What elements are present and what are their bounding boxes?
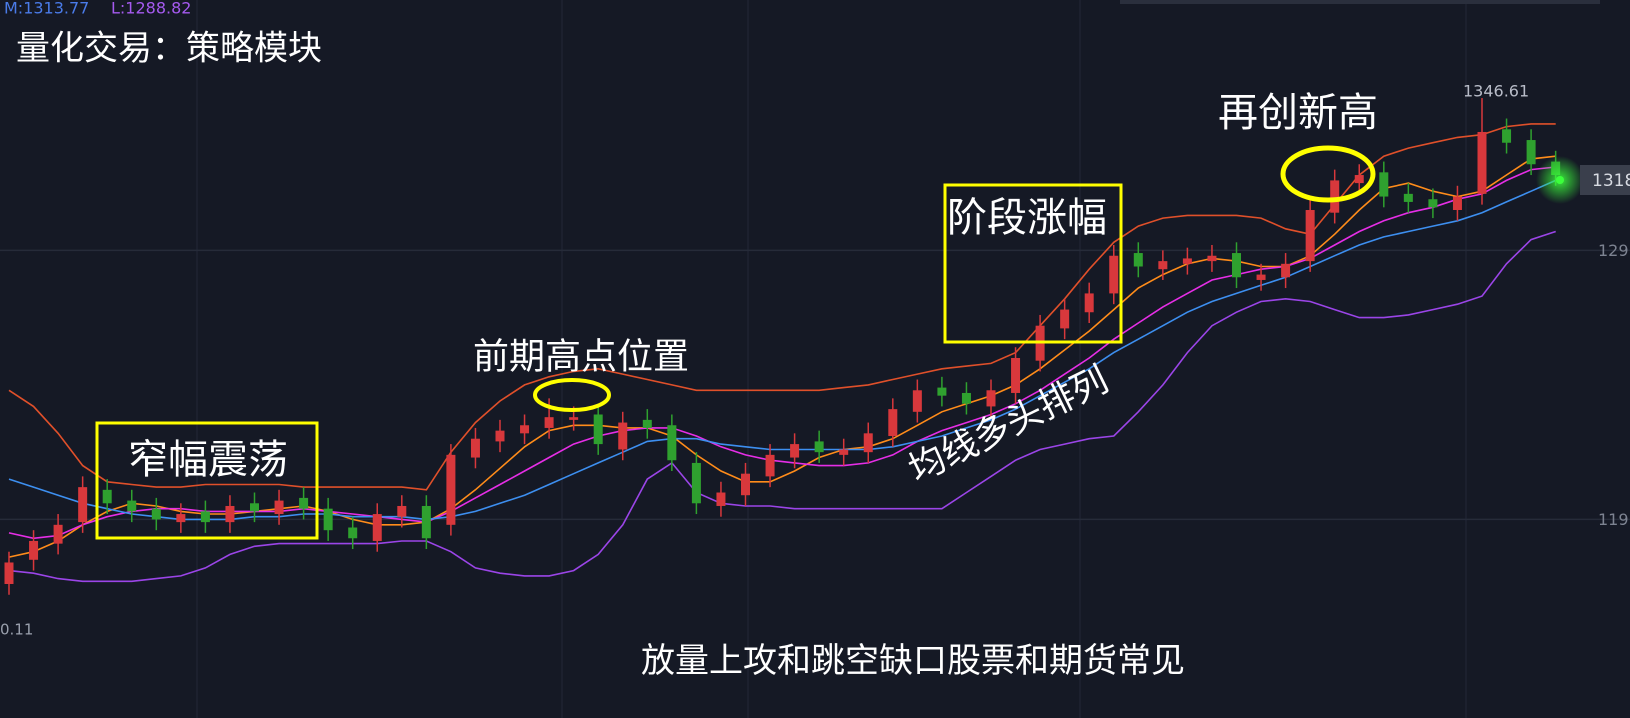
candle-body <box>495 430 505 442</box>
annotation: 前期高点位置 <box>473 336 689 376</box>
candle-body <box>1133 253 1143 267</box>
candle-body <box>593 414 603 445</box>
candle-body <box>1182 258 1192 264</box>
candle-body <box>1379 172 1389 197</box>
annotation: 窄幅震荡 <box>128 437 288 482</box>
candle-body <box>200 511 210 523</box>
candle-body <box>1109 255 1119 294</box>
top-bar <box>1120 0 1600 4</box>
candle-body <box>716 492 726 506</box>
candle-body <box>520 425 530 434</box>
indicator-line <box>8 155 1556 558</box>
candle-body <box>888 409 898 437</box>
candle-body <box>127 500 137 512</box>
candle-body <box>937 387 947 396</box>
annotation: 放量上攻和跳空缺口股票和期货常见 <box>641 642 1185 680</box>
last-price-dot <box>1556 176 1564 184</box>
indicator-line <box>8 123 1556 491</box>
candle-body <box>274 500 284 515</box>
candle-body <box>1403 193 1413 202</box>
candle-body <box>1232 253 1241 278</box>
indicator-line <box>8 179 1557 521</box>
candle-body <box>1502 129 1512 143</box>
candle-body <box>912 390 922 412</box>
candle-body <box>397 505 407 517</box>
candle-body <box>29 540 39 560</box>
candle-body <box>691 462 701 504</box>
high-label: 1346.61 <box>1463 82 1529 101</box>
candle-body <box>1011 357 1021 393</box>
highlight <box>1280 145 1376 203</box>
candle-body <box>741 473 750 496</box>
candle-body <box>323 508 333 531</box>
annotation: 阶段涨幅 <box>947 195 1107 240</box>
candle-body <box>765 454 775 477</box>
candle-body <box>1477 131 1487 194</box>
low-label: 0.11 <box>0 621 33 639</box>
indicator-line <box>8 230 1556 583</box>
candle-body <box>470 438 480 458</box>
candle-body <box>1305 210 1315 262</box>
candle-body <box>4 562 14 585</box>
candle-body <box>790 444 800 458</box>
candle-body <box>544 417 554 428</box>
candle-body <box>618 422 628 450</box>
candle-body <box>151 508 161 520</box>
candle-body <box>569 417 579 420</box>
indicator-m: M:1313.77 <box>4 0 89 18</box>
candle-body <box>1452 196 1462 211</box>
candle-body <box>1207 255 1217 262</box>
plot <box>0 98 1630 595</box>
annotation: 再创新高 <box>1218 90 1378 135</box>
candle-body <box>1526 140 1536 165</box>
candle-body <box>1428 199 1438 208</box>
chart-title: 量化交易：策略模块 <box>16 29 322 69</box>
candle-body <box>642 419 652 428</box>
candle-body <box>814 441 824 453</box>
candle-body <box>1158 261 1168 270</box>
candle-body <box>986 390 996 407</box>
candle-body <box>1354 175 1364 184</box>
box <box>943 183 1123 344</box>
candle-body <box>348 527 358 539</box>
candle-body <box>863 433 873 453</box>
candle-body <box>1060 309 1070 329</box>
candle-body <box>102 489 112 504</box>
candle-body <box>1084 293 1094 313</box>
candle-body <box>421 505 431 539</box>
candle-body <box>839 449 849 455</box>
y-tick-label: 129 <box>1598 241 1629 260</box>
candle-body <box>299 497 309 509</box>
candle-body <box>53 524 63 544</box>
vertical-grid <box>196 0 1467 718</box>
candle-body <box>1256 274 1266 280</box>
candle-body <box>446 454 456 525</box>
price-tag <box>1580 165 1630 195</box>
candle-body <box>250 503 259 512</box>
candle-body <box>225 505 235 523</box>
indicator-line <box>8 166 1556 540</box>
highlight <box>533 378 611 412</box>
candle-body <box>1330 180 1340 213</box>
candle-body <box>372 514 382 541</box>
candle-body <box>961 392 971 404</box>
candle-body <box>78 487 88 523</box>
candle-body <box>176 514 186 523</box>
y-tick-label: 119 <box>1598 510 1629 529</box>
price-tag-label: 1318 <box>1592 171 1630 191</box>
candle-body <box>667 425 677 461</box>
candle-body <box>1281 263 1291 278</box>
box <box>95 421 319 540</box>
indicator-l: L:1288.82 <box>111 0 191 18</box>
